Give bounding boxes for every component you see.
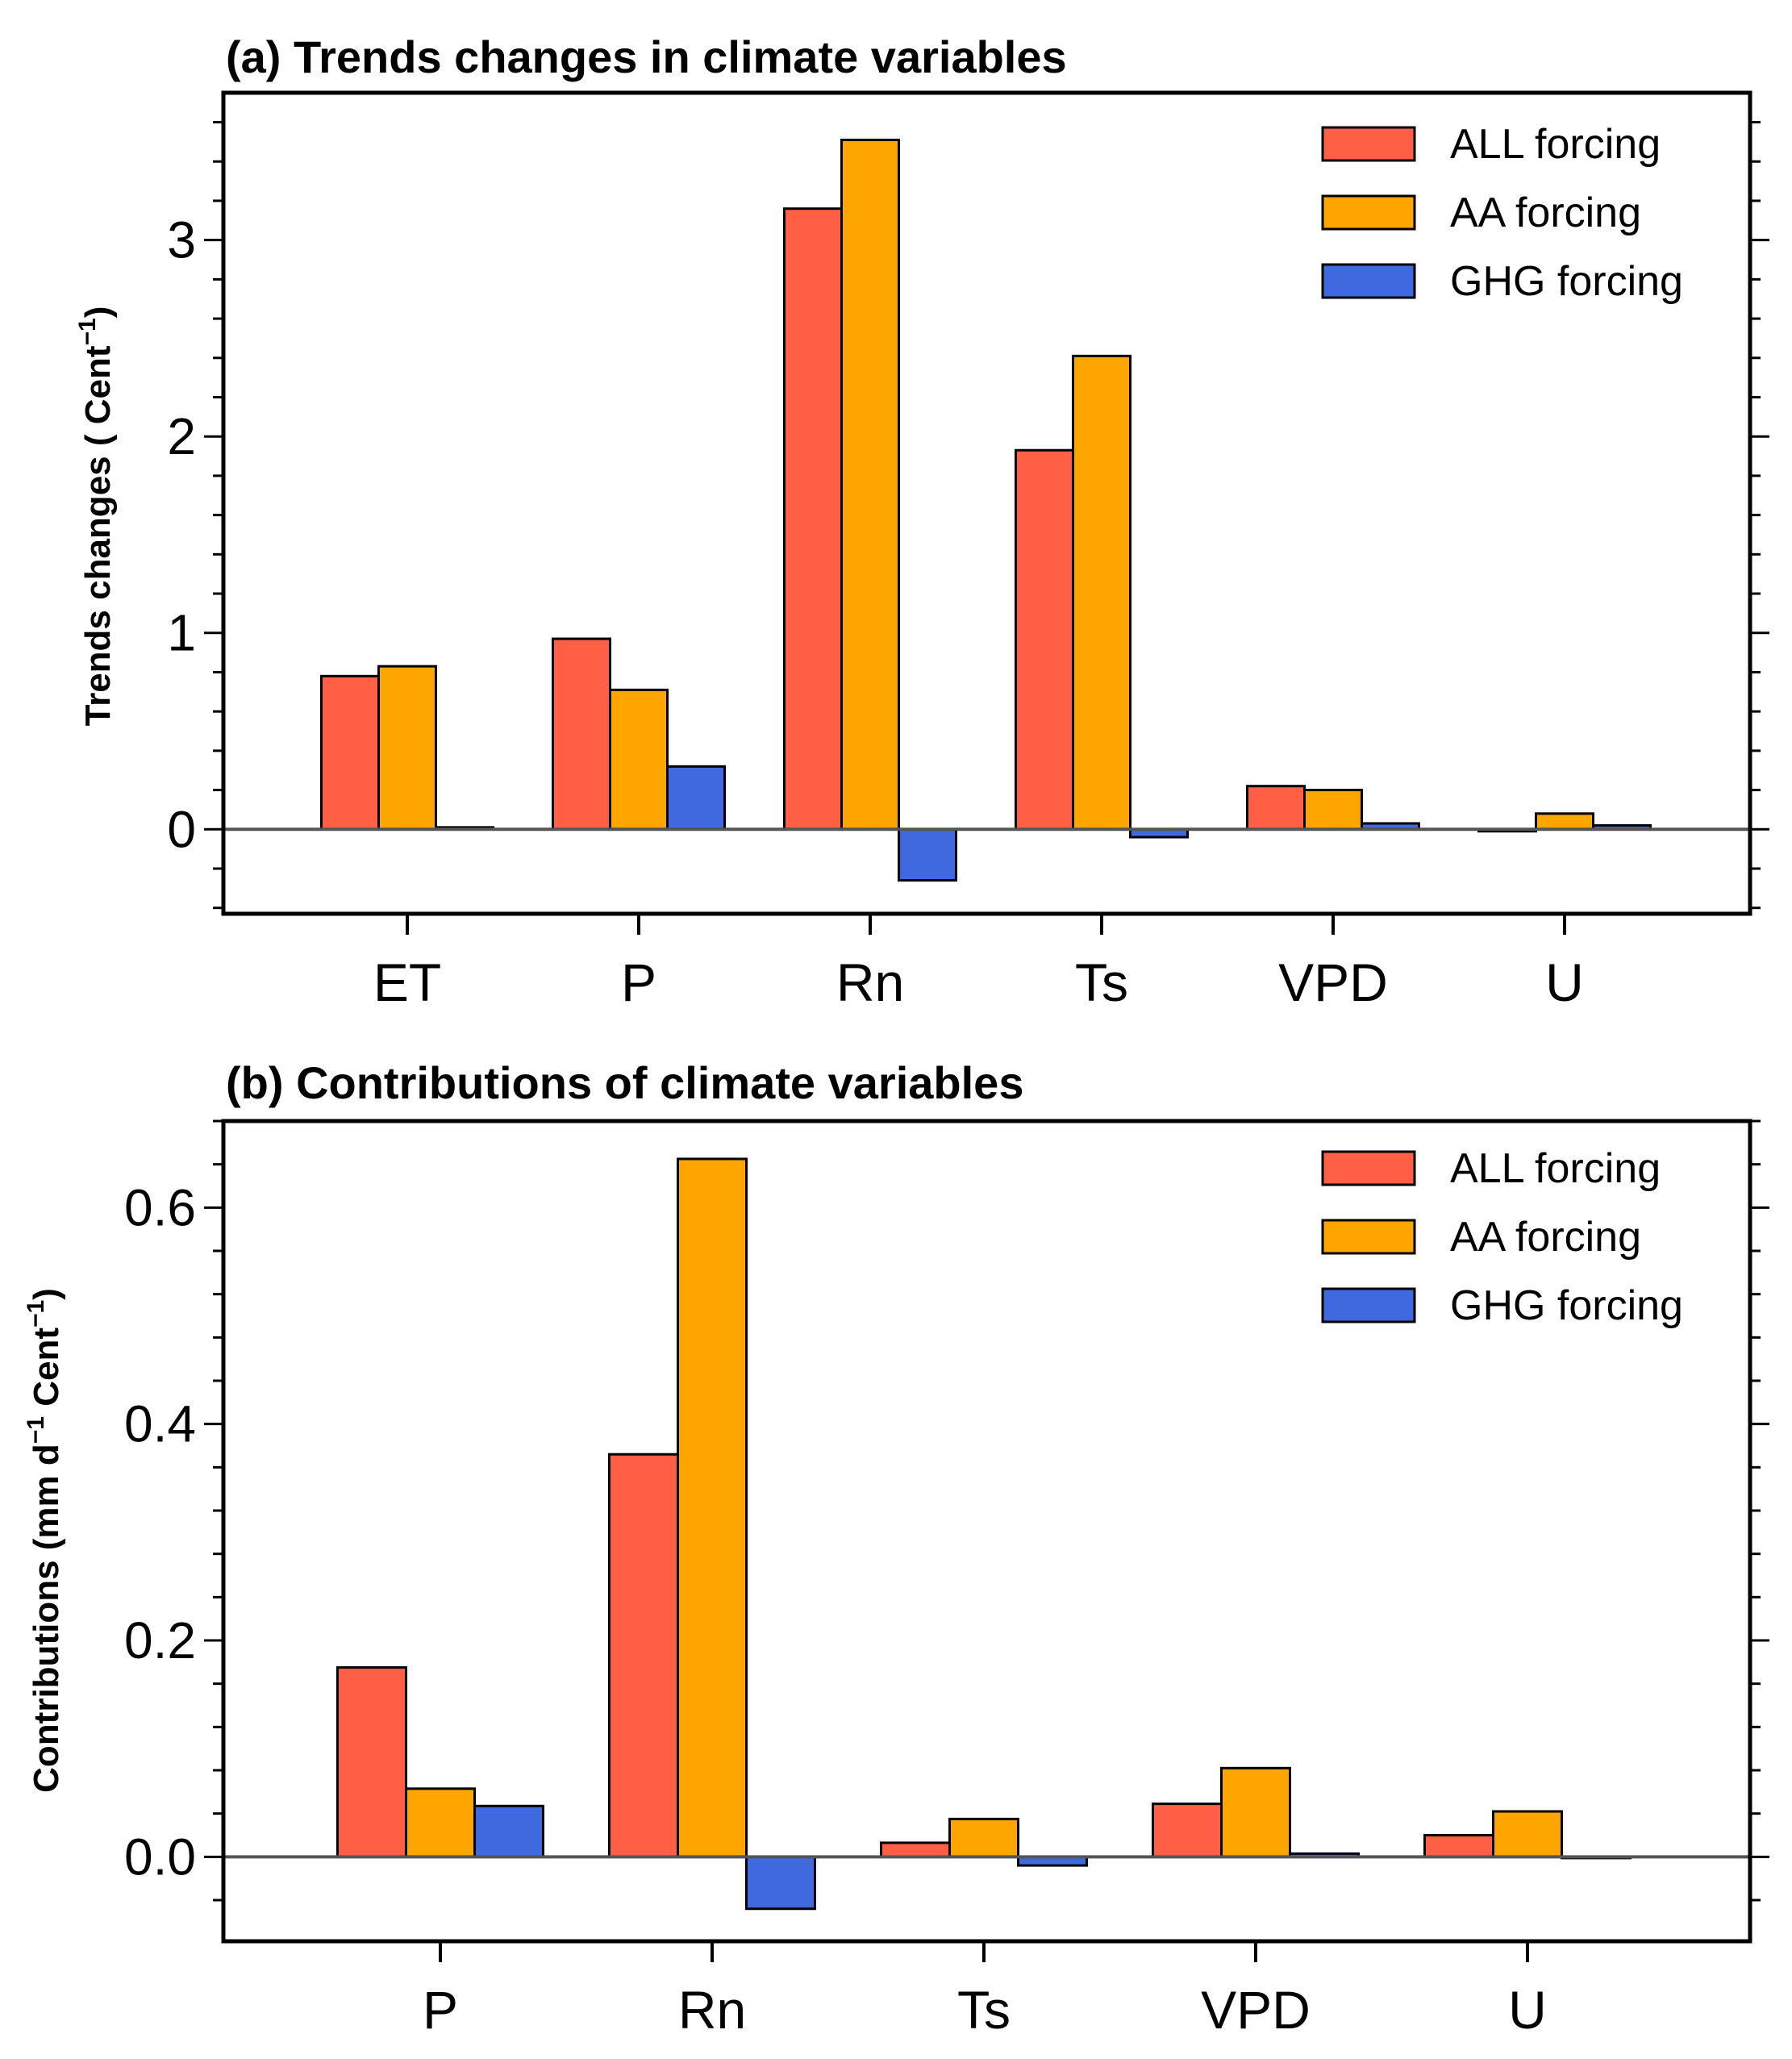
y-tick-label: 0 [167,800,196,858]
y-tick-label: 0.2 [124,1611,196,1669]
axes-frame [221,90,1752,916]
y-tick-label: 2 [167,407,196,465]
bar-all-u [1423,1834,1494,1858]
panel-b: (b) Contributions of climate variables C… [23,1057,1769,2040]
bar-all-ts [880,1841,951,1858]
bar-all-et [320,674,380,831]
panel-b-legend: ALL forcing AA forcing GHG forcing [1321,1145,1683,1329]
legend-label-aa: AA forcing [1450,1214,1641,1261]
legend-swatch-all [1321,126,1416,162]
bar-aa-u [1535,812,1594,831]
panel-a-y-axis-label: Trends changes ( Cent−1) [74,306,118,727]
bar-all-rn [608,1453,679,1858]
bar-all-rn [783,207,843,831]
legend-swatch-all [1321,1150,1416,1186]
bar-ghg-p [666,765,726,831]
x-tick-label-u: U [1545,952,1584,1012]
panel-b-y-ticks: 0.0 0.2 0.4 0.6 [124,1119,1769,1962]
legend-label-ghg: GHG forcing [1450,258,1683,305]
panel-a-title: (a) Trends changes in climate variables [226,31,1067,82]
bar-aa-p [609,688,669,831]
panel-b-y-axis-label: Contributions (mm d−1 Cent−1) [23,1288,66,1793]
legend-label-all: ALL forcing [1450,121,1661,168]
x-tick-label-vpd: VPD [1278,952,1388,1012]
bar-aa-ts [1072,354,1131,831]
bar-aa-vpd [1303,789,1363,831]
panel-a-x-tick-labels: ET P Rn Ts VPD U [373,952,1584,1012]
x-tick-label-vpd: VPD [1201,1980,1311,2040]
legend-swatch-aa [1321,194,1416,231]
legend-swatch-aa [1321,1219,1416,1255]
bar-aa-vpd [1220,1766,1291,1858]
legend-swatch-ghg [1321,1287,1416,1323]
x-tick-label-p: P [423,1980,458,2040]
axes-frame [221,1119,1752,1944]
bar-aa-ts [948,1817,1019,1858]
y-tick-label: 0.4 [124,1395,196,1453]
bar-ghg-rn [898,827,957,882]
x-tick-label-et: ET [373,952,441,1012]
panel-b-title: (b) Contributions of climate variables [226,1057,1023,1108]
x-tick-label-u: U [1508,1980,1547,2040]
x-tick-label-p: P [621,952,656,1012]
x-tick-label-ts: Ts [957,1980,1011,2040]
bar-aa-et [377,665,437,831]
y-tick-label: 0.6 [124,1178,196,1236]
panel-a-legend: ALL forcing AA forcing GHG forcing [1321,121,1683,305]
y-tick-label: 3 [167,211,196,269]
legend-swatch-ghg [1321,263,1416,299]
panel-a-plot-area [221,90,1752,916]
bar-ghg-p [473,1804,544,1858]
bar-all-p [552,637,611,831]
y-tick-label: 0.0 [124,1828,196,1886]
legend-label-all: ALL forcing [1450,1145,1661,1192]
bar-ghg-rn [745,1855,816,1911]
panel-b-x-tick-labels: P Rn Ts VPD U [423,1980,1547,2040]
bar-all-vpd [1152,1803,1223,1858]
y-tick-label: 1 [167,604,196,662]
bar-all-vpd [1246,785,1306,831]
bar-all-p [336,1666,407,1858]
bar-all-ts [1015,448,1074,831]
panel-a-y-ticks: 0 1 2 3 [167,121,1769,935]
legend-label-aa: AA forcing [1450,190,1641,236]
bar-aa-u [1492,1810,1563,1858]
panel-b-plot-area [221,1119,1752,1944]
x-tick-label-rn: Rn [678,1980,746,2040]
bar-aa-rn [840,138,900,831]
legend-label-ghg: GHG forcing [1450,1282,1683,1329]
x-tick-label-rn: Rn [836,952,904,1012]
panel-a: (a) Trends changes in climate variables … [74,31,1769,1012]
x-tick-label-ts: Ts [1075,952,1128,1012]
bar-aa-rn [677,1157,748,1858]
bar-aa-p [405,1787,476,1858]
